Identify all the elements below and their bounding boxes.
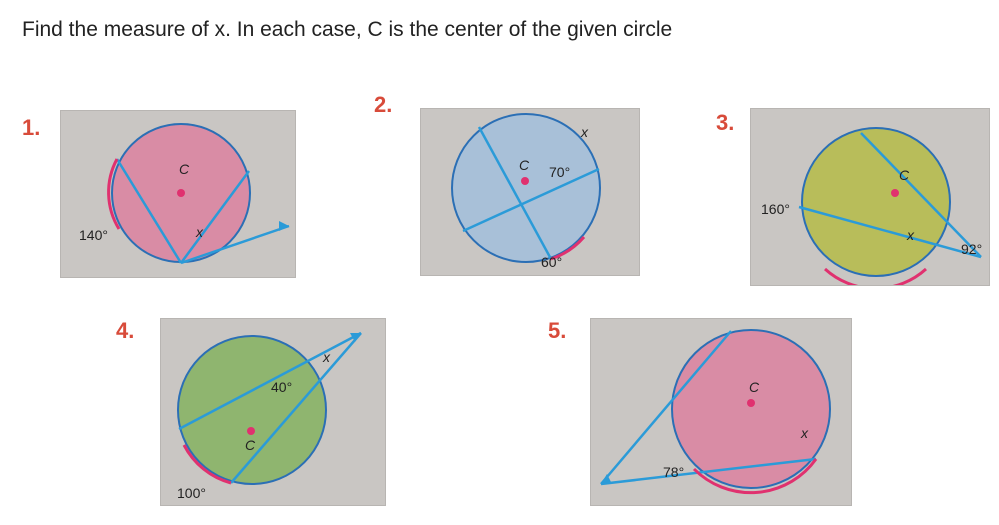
- center-label-3: C: [899, 167, 909, 183]
- center-label-1: C: [179, 161, 189, 177]
- arc-bottom-4: 100°: [177, 485, 206, 501]
- x-label-3: x: [907, 227, 914, 243]
- center-dot-1: [177, 189, 185, 197]
- arc-top-2: 70°: [549, 164, 570, 180]
- circle-5: [671, 329, 831, 489]
- angle-label-5: 78°: [663, 464, 684, 480]
- problem-number-1: 1.: [22, 115, 40, 141]
- center-dot-3: [891, 189, 899, 197]
- center-label-5: C: [749, 379, 759, 395]
- center-label-2: C: [519, 157, 529, 173]
- arc-left-3: 160°: [761, 201, 790, 217]
- problem-number-3: 3.: [716, 110, 734, 136]
- x-label-1: x: [196, 224, 203, 240]
- panel-problem-1: C x 140°: [60, 110, 296, 278]
- circle-4: [177, 335, 327, 485]
- center-label-4: C: [245, 437, 255, 453]
- panel-problem-5: C x 78°: [590, 318, 852, 506]
- x-label-2: x: [581, 124, 588, 140]
- center-dot-5: [747, 399, 755, 407]
- problem-number-2: 2.: [374, 92, 392, 118]
- circle-3: [801, 127, 951, 277]
- panel-problem-4: C x 40° 100°: [160, 318, 386, 506]
- arc-right-3: 92°: [961, 241, 982, 257]
- problem-number-4: 4.: [116, 318, 134, 344]
- problem-number-5: 5.: [548, 318, 566, 344]
- arc-label-1: 140°: [79, 227, 108, 243]
- arc-bottom-2: 60°: [541, 254, 562, 270]
- panel-problem-2: C x 70° 60°: [420, 108, 640, 276]
- instruction-text: Find the measure of x. In each case, C i…: [22, 18, 672, 42]
- angle-label-4: 40°: [271, 379, 292, 395]
- x-label-4: x: [323, 349, 330, 365]
- panel-problem-3: C x 160° 92°: [750, 108, 990, 286]
- x-label-5: x: [801, 425, 808, 441]
- circle-2: [451, 113, 601, 263]
- center-dot-4: [247, 427, 255, 435]
- center-dot-2: [521, 177, 529, 185]
